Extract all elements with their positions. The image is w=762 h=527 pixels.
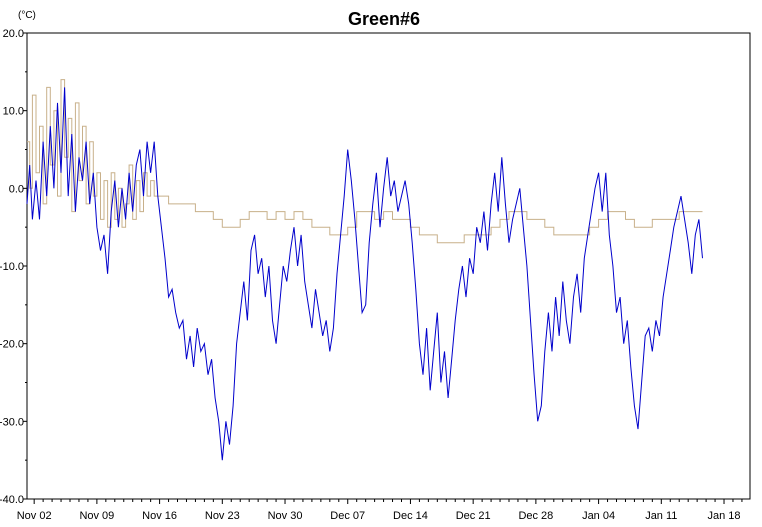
y-axis: 20.0 10.0 0.0 -10.0 -20.0 -30.0 -40.0 bbox=[0, 28, 27, 506]
x-tick-label: Dec 28 bbox=[518, 510, 553, 522]
y-axis-unit: (°C) bbox=[18, 10, 36, 21]
y-tick-label: 10.0 bbox=[3, 106, 24, 118]
y-tick-label: -40.0 bbox=[0, 494, 24, 506]
y-tick-label: -20.0 bbox=[0, 339, 24, 351]
x-axis: Nov 02 Nov 09 Nov 16 Nov 23 Nov 30 Dec 07 Dec … bbox=[17, 499, 743, 522]
x-tick-label: Dec 14 bbox=[393, 510, 428, 522]
x-tick-label: Nov 30 bbox=[268, 510, 303, 522]
x-tick-label: Jan 18 bbox=[708, 510, 741, 522]
y-tick-label: -10.0 bbox=[0, 261, 24, 273]
x-tick-label: Dec 07 bbox=[330, 510, 365, 522]
x-tick-label: Nov 02 bbox=[17, 510, 52, 522]
plot-frame bbox=[26, 32, 751, 500]
y-tick-label: -30.0 bbox=[0, 416, 24, 428]
series-line-tan bbox=[27, 79, 703, 244]
x-tick-label: Jan 11 bbox=[645, 510, 677, 522]
x-tick-label: Nov 23 bbox=[205, 510, 240, 522]
x-tick-label: Nov 09 bbox=[79, 510, 114, 522]
series-line-blue bbox=[26, 87, 703, 461]
series-layer bbox=[26, 79, 703, 461]
y-tick-label: 20.0 bbox=[3, 28, 24, 40]
y-tick-label: 0.0 bbox=[9, 183, 24, 195]
chart-title: Green#6 bbox=[348, 9, 420, 29]
x-tick-label: Nov 16 bbox=[142, 510, 177, 522]
x-tick-label: Jan 04 bbox=[582, 510, 615, 522]
x-tick-label: Dec 21 bbox=[456, 510, 491, 522]
